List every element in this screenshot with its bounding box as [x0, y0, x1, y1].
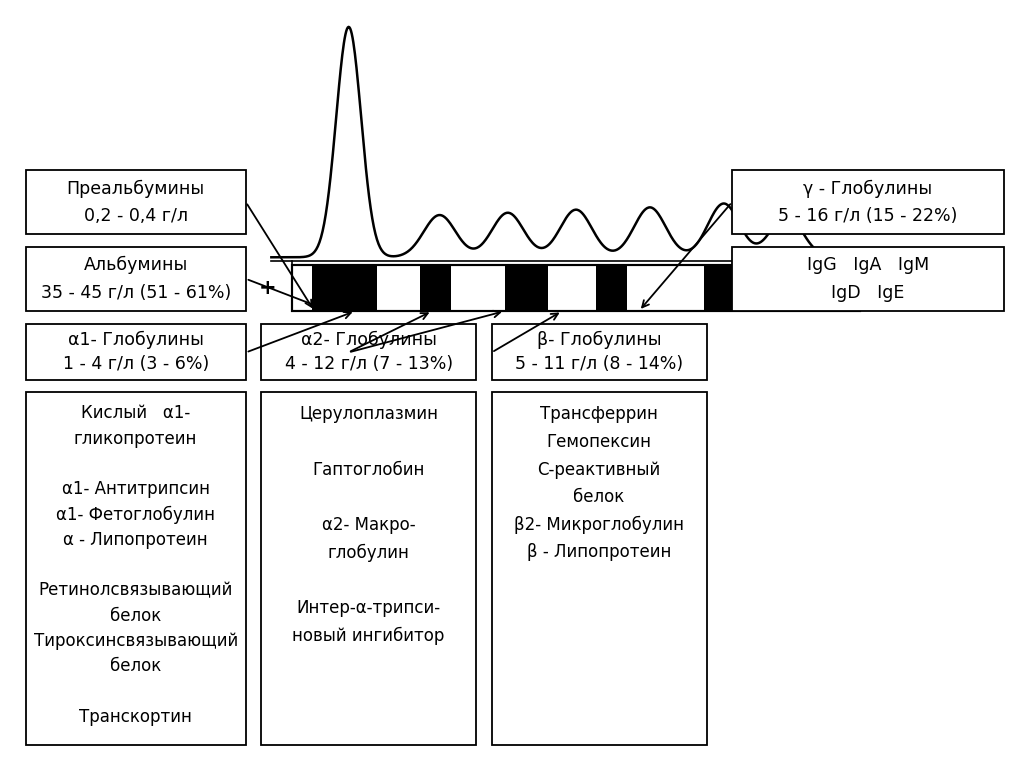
- Text: Церулоплазмин: Церулоплазмин: [299, 406, 438, 423]
- Text: Альбумины: Альбумины: [84, 257, 187, 274]
- Text: 0,2 - 0,4 г/л: 0,2 - 0,4 г/л: [84, 207, 187, 225]
- Text: β2- Микроглобулин: β2- Микроглобулин: [514, 516, 684, 534]
- Text: 4 - 12 г/л (7 - 13%): 4 - 12 г/л (7 - 13%): [285, 356, 453, 373]
- Bar: [732, 247, 1004, 311]
- Bar: [26, 247, 246, 311]
- Bar: [505, 265, 548, 311]
- Text: Тироксинсвязывающий: Тироксинсвязывающий: [34, 632, 238, 650]
- Text: Гаптоглобин: Гаптоглобин: [312, 461, 425, 478]
- Bar: [26, 392, 246, 745]
- Text: α2- Макро-: α2- Макро-: [322, 516, 416, 534]
- Text: белок: белок: [573, 488, 625, 506]
- Text: Преальбумины: Преальбумины: [67, 180, 205, 197]
- Bar: [732, 170, 1004, 234]
- Text: Трансферрин: Трансферрин: [540, 406, 658, 423]
- Bar: [292, 265, 860, 311]
- Text: Интер-α-трипси-: Интер-α-трипси-: [297, 599, 440, 617]
- Text: α2- Глобулины: α2- Глобулины: [301, 331, 436, 349]
- Bar: [261, 324, 476, 380]
- Text: α - Липопротеин: α - Липопротеин: [63, 531, 208, 549]
- Text: 1 - 4 г/л (3 - 6%): 1 - 4 г/л (3 - 6%): [62, 356, 209, 373]
- Text: β - Липопротеин: β - Липопротеин: [527, 544, 671, 561]
- Bar: [26, 324, 246, 380]
- Bar: [26, 170, 246, 234]
- Text: +: +: [259, 278, 276, 298]
- Bar: [492, 324, 707, 380]
- Text: IgD   IgE: IgD IgE: [831, 284, 904, 302]
- Text: β- Глобулины: β- Глобулины: [537, 331, 662, 349]
- Text: -: -: [876, 278, 884, 298]
- Text: IgG   IgA   IgM: IgG IgA IgM: [807, 257, 929, 274]
- Text: α1- Фетоглобулин: α1- Фетоглобулин: [56, 505, 215, 524]
- Text: 5 - 16 г/л (15 - 22%): 5 - 16 г/л (15 - 22%): [778, 207, 957, 225]
- Text: Транскортин: Транскортин: [79, 708, 193, 726]
- Text: α1- Антитрипсин: α1- Антитрипсин: [61, 480, 210, 498]
- Text: 35 - 45 г/л (51 - 61%): 35 - 45 г/л (51 - 61%): [41, 284, 230, 302]
- Bar: [703, 265, 740, 311]
- Text: глобулин: глобулин: [328, 544, 410, 561]
- Text: С-реактивный: С-реактивный: [538, 461, 660, 478]
- Text: α1- Глобулины: α1- Глобулины: [68, 331, 204, 349]
- Bar: [420, 265, 451, 311]
- Text: γ - Глобулины: γ - Глобулины: [803, 180, 933, 197]
- Bar: [596, 265, 627, 311]
- Text: Гемопексин: Гемопексин: [547, 433, 651, 451]
- Bar: [311, 265, 377, 311]
- Text: Ретинолсвязывающий: Ретинолсвязывающий: [39, 581, 232, 600]
- Bar: [292, 265, 860, 311]
- Text: белок: белок: [110, 657, 162, 676]
- Text: новый ингибитор: новый ингибитор: [293, 627, 444, 644]
- Text: белок: белок: [110, 607, 162, 625]
- Text: Кислый   α1-: Кислый α1-: [81, 404, 190, 422]
- Bar: [492, 392, 707, 745]
- Text: 5 - 11 г/л (8 - 14%): 5 - 11 г/л (8 - 14%): [515, 356, 683, 373]
- Text: гликопротеин: гликопротеин: [74, 429, 198, 448]
- Bar: [261, 392, 476, 745]
